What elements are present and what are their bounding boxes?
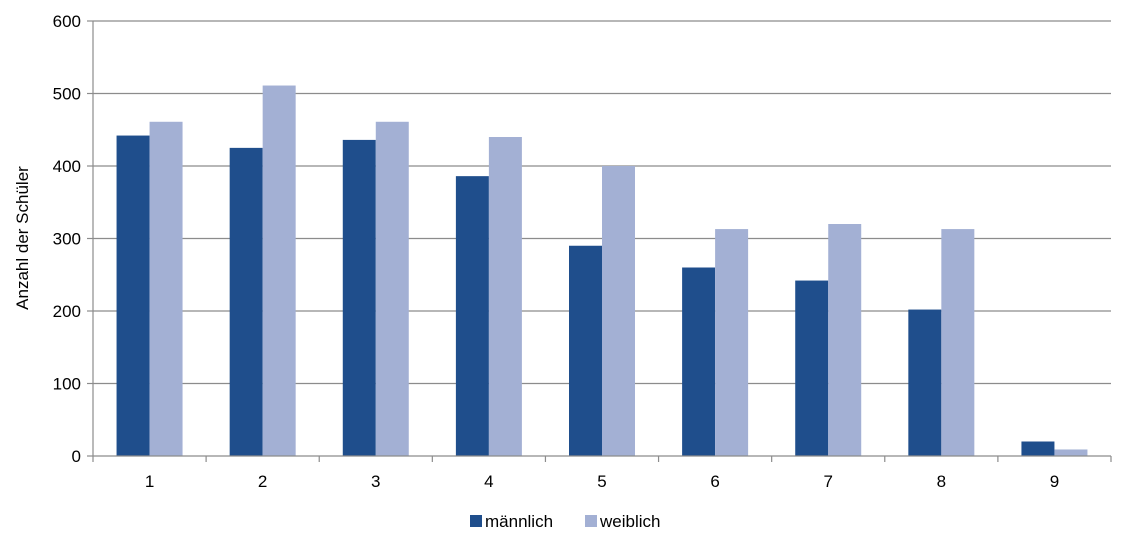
legend-swatch-weiblich (585, 515, 597, 527)
bar-weiblich-6 (715, 229, 749, 456)
x-tick-label: 6 (710, 472, 719, 491)
x-tick-label: 5 (597, 472, 606, 491)
legend-label-weiblich: weiblich (599, 512, 660, 531)
bar-weiblich-8 (941, 229, 975, 456)
x-tick-label: 9 (1050, 472, 1059, 491)
bar-männlich-2 (229, 147, 263, 456)
bar-männlich-9 (1021, 441, 1055, 456)
bar-männlich-1 (116, 135, 150, 457)
legend: männlich weiblich (470, 512, 660, 531)
y-tick-label: 500 (53, 85, 81, 104)
x-tick-label: 1 (145, 472, 154, 491)
bar-männlich-3 (342, 139, 376, 456)
bar-männlich-8 (908, 309, 942, 456)
bar-männlich-5 (569, 245, 602, 456)
y-tick-label: 400 (53, 157, 81, 176)
bar-männlich-7 (795, 280, 829, 456)
bar-weiblich-9 (1054, 449, 1088, 456)
x-tick-label: 2 (258, 472, 267, 491)
bar-männlich-4 (455, 176, 489, 456)
legend-label-männlich: männlich (485, 512, 553, 531)
bar-männlich-6 (682, 267, 716, 456)
y-tick-label: 100 (53, 375, 81, 394)
y-axis-title: Anzahl der Schüler (13, 166, 32, 310)
x-tick-label: 3 (371, 472, 380, 491)
bar-weiblich-5 (602, 166, 635, 456)
legend-swatch-männlich (470, 515, 482, 527)
axes: 0 100 200 300 400 500 600 1 2 3 4 5 6 7 8 9 (53, 12, 1112, 491)
bar-weiblich-1 (149, 121, 183, 457)
x-tick-label: 7 (823, 472, 832, 491)
bar-weiblich-3 (375, 121, 409, 457)
y-tick-label: 0 (72, 447, 81, 466)
bars (116, 85, 1088, 457)
y-tick-label: 200 (53, 302, 81, 321)
bar-weiblich-7 (828, 224, 862, 456)
y-tick-label: 600 (53, 12, 81, 31)
bar-weiblich-2 (262, 85, 296, 457)
y-tick-label: 300 (53, 230, 81, 249)
x-tick-label: 8 (937, 472, 946, 491)
bar-weiblich-4 (488, 137, 522, 456)
x-tick-label: 4 (484, 472, 493, 491)
